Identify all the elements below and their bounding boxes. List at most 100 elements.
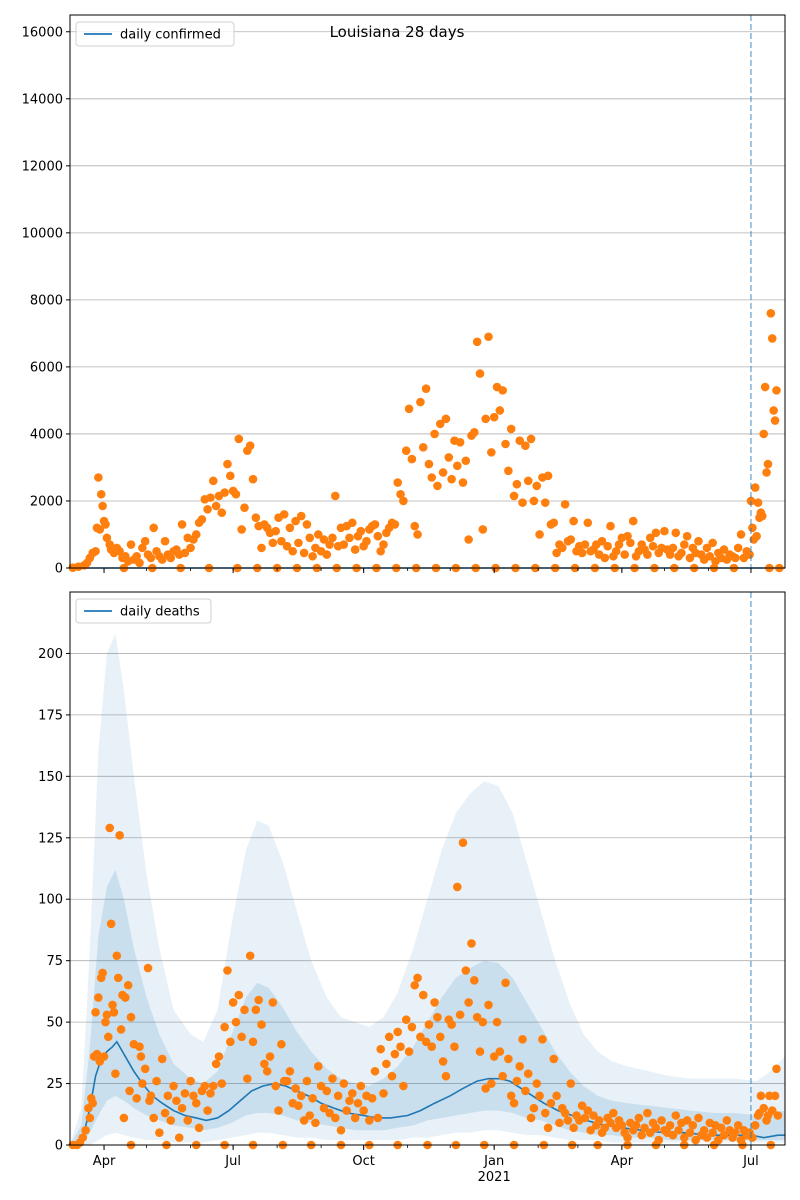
c1-scatter-point-186 bbox=[552, 1091, 561, 1101]
c1-scatter-point-41 bbox=[143, 963, 153, 973]
c1-scatter-point-228 bbox=[671, 1111, 681, 1120]
c0-scatter-point-214 bbox=[668, 543, 678, 553]
c0-scatter-point-253 bbox=[762, 468, 771, 477]
c1-xtick-label-1: Jul bbox=[224, 1154, 241, 1169]
c1-scatter-point-123 bbox=[373, 1113, 383, 1123]
c0-scatter-point-200 bbox=[628, 516, 638, 526]
c0-scatter-point-67 bbox=[251, 513, 261, 523]
c0-scatter-point-76 bbox=[277, 536, 286, 546]
c0-scatter-point-157 bbox=[506, 424, 516, 434]
c1-scatter-point-198 bbox=[586, 1125, 595, 1135]
c1-scatter-point-100 bbox=[308, 1094, 317, 1103]
c0-scatter-point-211 bbox=[660, 526, 669, 536]
c0-scatter-point-117 bbox=[393, 478, 403, 487]
c1-xtick-label-5: Jul bbox=[742, 1154, 759, 1169]
c1-scatter-point-63 bbox=[203, 1106, 212, 1115]
c1-scatter-point-218 bbox=[643, 1108, 652, 1118]
c1-scatter-point-122 bbox=[370, 1066, 380, 1076]
c0-scatter-point-46 bbox=[191, 530, 201, 539]
c0-scatter-point-217 bbox=[677, 548, 686, 558]
c0-scatter-point-161 bbox=[518, 498, 527, 507]
c0-scatter-point-83 bbox=[296, 511, 306, 521]
c1-scatter-point-84 bbox=[262, 1066, 272, 1076]
c1-scatter-point-65 bbox=[208, 1081, 218, 1091]
c1-scatter-point-160 bbox=[478, 1017, 488, 1027]
c1-scatter-point-203 bbox=[600, 1123, 610, 1133]
c1-scatter-point-185 bbox=[549, 1054, 559, 1064]
c1-scatter-point-195 bbox=[577, 1101, 587, 1110]
c0-scatter-point-121 bbox=[404, 404, 414, 414]
c1-axes-frame bbox=[69, 591, 786, 1146]
c1-scatter-point-179 bbox=[532, 1079, 542, 1088]
c1-scatter-point-163 bbox=[487, 1079, 496, 1088]
c1-scatter-point-156 bbox=[467, 939, 476, 948]
c0-scatter-point-55 bbox=[217, 508, 227, 517]
c1-scatter-point-97 bbox=[299, 1116, 309, 1125]
c1-xtick-label-4: Apr bbox=[611, 1154, 634, 1169]
c1-scatter-point-113 bbox=[345, 1096, 354, 1106]
c1-scatter-point-133 bbox=[401, 1015, 411, 1024]
c1-scatter-point-15 bbox=[98, 968, 107, 978]
c1-scatter-point-180 bbox=[535, 1091, 544, 1101]
c0-scatter-point-6 bbox=[91, 546, 100, 556]
c0-scatter-point-147 bbox=[478, 525, 488, 534]
c0-scatter-point-258 bbox=[770, 416, 780, 425]
c1-scatter-point-75 bbox=[237, 1032, 246, 1042]
c1-scatter-point-235 bbox=[691, 1135, 700, 1145]
c1-scatter-point-172 bbox=[512, 1076, 522, 1086]
c0-scatter-point-78 bbox=[282, 541, 292, 551]
c0-scatter-point-94 bbox=[328, 533, 337, 543]
c1-scatter-point-255 bbox=[748, 1133, 757, 1142]
c1-scatter-point-101 bbox=[311, 1118, 320, 1128]
c0-scatter-point-256 bbox=[767, 334, 777, 343]
c1-scatter-point-27 bbox=[115, 831, 124, 840]
c0-scatter-point-125 bbox=[416, 397, 425, 407]
c1-scatter-point-157 bbox=[470, 976, 479, 985]
c1-scatter-point-111 bbox=[339, 1079, 349, 1088]
c0-scatter-point-73 bbox=[268, 538, 278, 548]
c1-scatter-point-221 bbox=[651, 1123, 661, 1133]
c0-scatter-point-236 bbox=[731, 553, 740, 563]
c0-scatter-point-164 bbox=[526, 434, 536, 444]
c0-scatter-point-102 bbox=[350, 545, 360, 554]
c0-scatter-point-58 bbox=[226, 471, 235, 481]
c1-scatter-point-131 bbox=[396, 1042, 405, 1051]
c1-scatter-point-116 bbox=[353, 1098, 363, 1108]
c1-scatter-point-201 bbox=[594, 1116, 604, 1125]
c1-scatter-point-205 bbox=[606, 1118, 615, 1128]
c0-scatter-point-163 bbox=[523, 476, 533, 486]
c0-scatter-point-11 bbox=[98, 501, 107, 511]
c1-scatter-point-79 bbox=[248, 1037, 258, 1047]
c1-scatter-point-178 bbox=[529, 1103, 539, 1113]
c1-scatter-point-36 bbox=[132, 1094, 141, 1103]
c0-scatter-point-195 bbox=[614, 540, 624, 549]
c1-scatter-point-149 bbox=[447, 1020, 456, 1029]
c1-scatter-point-32 bbox=[123, 980, 133, 990]
c0-scatter-point-56 bbox=[220, 488, 229, 497]
c0-scatter-point-74 bbox=[271, 526, 281, 536]
c0-scatter-point-220 bbox=[685, 553, 695, 563]
c1-scatter-point-241 bbox=[708, 1128, 717, 1138]
c1-scatter-point-112 bbox=[342, 1106, 351, 1115]
c1-scatter-point-144 bbox=[433, 1012, 442, 1022]
c1-scatter-point-56 bbox=[183, 1116, 193, 1125]
c1-scatter-point-33 bbox=[125, 1086, 134, 1096]
c1-scatter-point-11 bbox=[92, 1049, 102, 1059]
c0-scatter-point-101 bbox=[348, 518, 357, 528]
c0-scatter-point-131 bbox=[433, 481, 442, 491]
c0-scatter-point-44 bbox=[186, 543, 195, 553]
c0-scatter-point-166 bbox=[532, 481, 542, 491]
c1-scatter-point-45 bbox=[152, 1076, 161, 1086]
c0-scatter-point-199 bbox=[626, 538, 635, 548]
c1-scatter-point-6 bbox=[85, 1113, 95, 1123]
c0-scatter-point-150 bbox=[487, 448, 496, 457]
c1-scatter-point-74 bbox=[234, 990, 244, 1000]
c1-scatter-point-82 bbox=[257, 1020, 266, 1029]
c1-scatter-point-175 bbox=[521, 1086, 530, 1096]
c1-scatter-point-135 bbox=[407, 1022, 417, 1032]
c1-scatter-point-187 bbox=[555, 1118, 564, 1128]
c0-scatter-point-251 bbox=[759, 429, 769, 439]
c0-scatter-point-213 bbox=[665, 550, 675, 559]
c1-scatter-point-173 bbox=[515, 1062, 525, 1071]
c1-scatter-point-91 bbox=[282, 1076, 292, 1086]
